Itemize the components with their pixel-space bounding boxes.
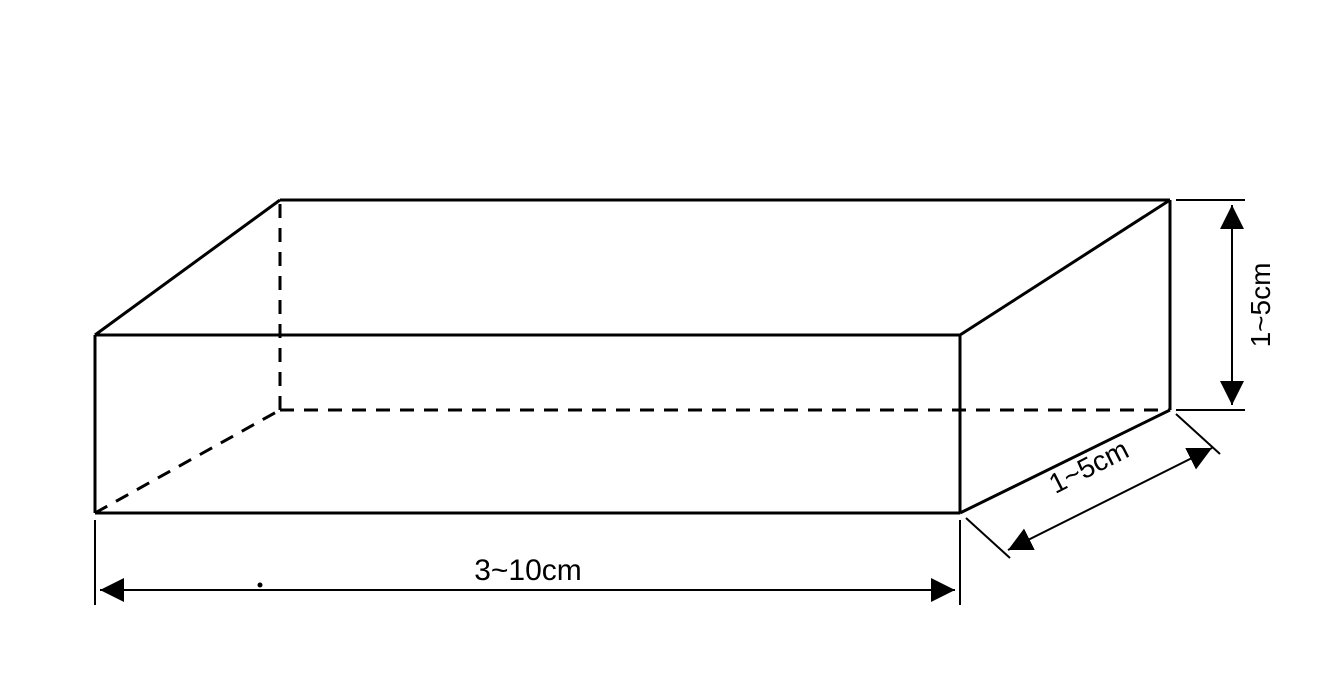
height-label: 1~5cm — [1245, 263, 1276, 348]
artifact-dot — [258, 583, 263, 588]
edge-left-bottom-depth — [95, 410, 280, 513]
edge-left-top-depth — [95, 200, 280, 335]
visible-edges — [95, 200, 1170, 513]
edge-right-top-depth — [960, 200, 1170, 335]
hidden-edges — [95, 200, 1170, 513]
dimension-depth — [966, 414, 1220, 558]
width-label: 3~10cm — [474, 554, 582, 587]
depth-label: 1~5cm — [1044, 433, 1134, 499]
dimension-height — [1176, 200, 1245, 410]
box-diagram: 3~10cm 1~5cm 1~5cm — [0, 0, 1334, 689]
